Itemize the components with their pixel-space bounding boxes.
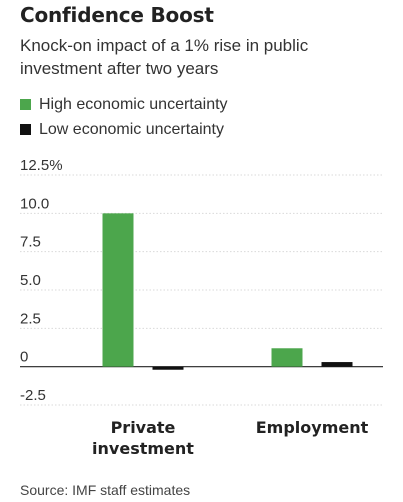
chart-subtitle: Knock-on impact of a 1% rise in public i… [20,36,309,78]
y-tick-label: 0 [20,349,28,366]
legend: High economic uncertainty Low economic u… [20,92,228,142]
legend-swatch-low-uncertainty [20,124,31,135]
bar-low-uncertainty [321,362,353,367]
y-tick-label: 5.0 [20,272,41,289]
source-note: Source: IMF staff estimates [20,482,191,498]
x-category-label: Employment [256,418,369,437]
y-tick-label: 7.5 [20,234,41,251]
x-category-label: Private investment [92,418,194,458]
bar-low-uncertainty [152,366,184,370]
bar-high-uncertainty [102,213,134,367]
y-tick-label: 10.0 [20,195,49,212]
legend-item-low-uncertainty: Low economic uncertainty [20,117,228,142]
y-tick-label: -2.5 [20,387,46,404]
y-tick-label: 2.5 [20,310,41,327]
bar-high-uncertainty [271,348,303,367]
y-tick-label: 12.5% [20,157,63,174]
legend-swatch-high-uncertainty [20,99,31,110]
legend-item-high-uncertainty: High economic uncertainty [20,92,228,117]
legend-label-low-uncertainty: Low economic uncertainty [39,120,224,138]
chart-title: Confidence Boost [20,3,214,27]
bar-chart: 12.5% 10.0 7.5 5.0 2.5 0 -2.5 Private investment… [20,157,383,458]
legend-label-high-uncertainty: High economic uncertainty [39,95,228,113]
